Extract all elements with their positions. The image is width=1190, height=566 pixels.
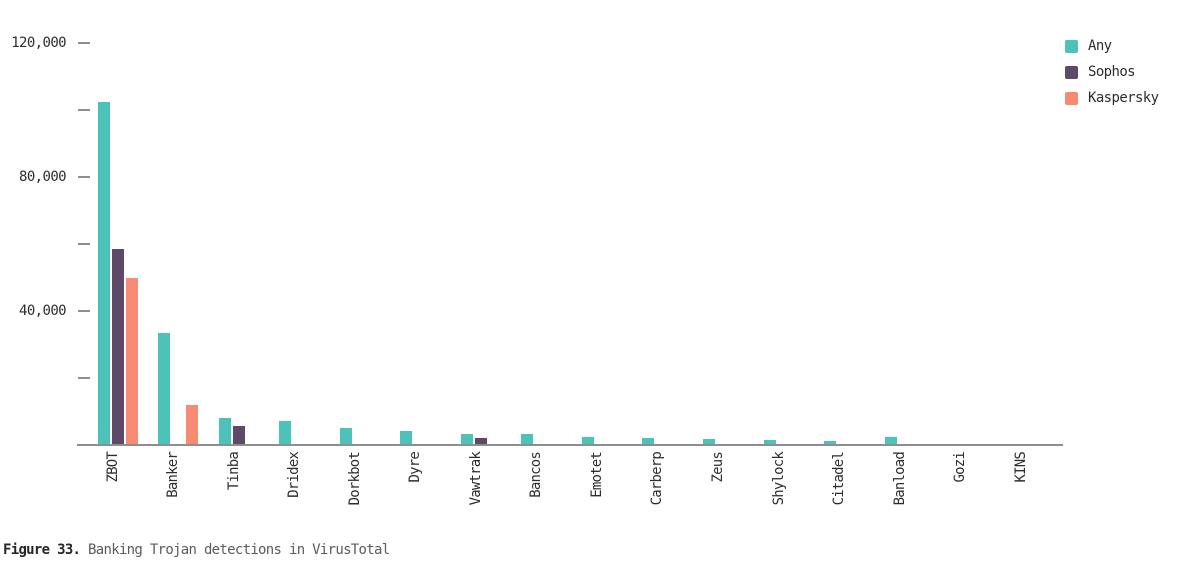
bar-dyre-any [400, 430, 413, 445]
bar-zbot-sophos [111, 249, 124, 445]
legend-label-kaspersky: Kaspersky [1088, 90, 1159, 106]
bar-zbot-kaspersky [125, 277, 138, 445]
y-axis-tick [78, 109, 90, 111]
bar-dorkbot-any [339, 427, 352, 445]
y-axis-tick [78, 310, 90, 312]
x-axis-label-shylock: Shylock [770, 452, 787, 506]
bar-vawtrak-sophos [474, 437, 487, 445]
y-axis-tick-label: 120,000 [11, 35, 66, 51]
y-axis-tick [78, 243, 90, 245]
bar-banker-kaspersky [186, 404, 199, 445]
bar-zeus-any [703, 438, 715, 445]
y-axis-tick [78, 176, 90, 178]
legend-swatch-kaspersky-icon [1065, 91, 1078, 105]
x-axis-label-kins: KINS [1012, 452, 1029, 483]
y-axis-tick-label: 80,000 [19, 169, 67, 185]
legend: Any Sophos Kaspersky [1065, 39, 1159, 117]
x-axis-label-zeus: Zeus [710, 452, 726, 483]
bar-carberp-any [642, 438, 655, 445]
x-axis-label-gozi: Gozi [952, 452, 969, 483]
y-axis-tick [78, 42, 90, 44]
x-axis-label-tinba: Tinba [225, 452, 242, 491]
x-axis-label-dyre: Dyre [407, 452, 424, 483]
y-axis-tick-label: 40,000 [19, 303, 67, 319]
x-axis-label-carberp: Carberp [649, 452, 666, 506]
legend-item-sophos: Sophos [1065, 65, 1158, 79]
x-axis-label-dorkbot: Dorkbot [346, 452, 363, 506]
y-axis-tick [78, 377, 90, 379]
bar-banker-any [158, 332, 171, 445]
bar-dridex-any [279, 420, 292, 445]
legend-label-any: Any [1088, 38, 1112, 54]
x-axis-label-dridex: Dridex [286, 452, 303, 498]
bar-citadel-any [824, 441, 837, 445]
legend-item-any: Any [1065, 39, 1158, 53]
bar-zbot-any [97, 101, 110, 445]
x-axis-label-banker: Banker [165, 452, 182, 498]
x-axis-label-banload: Banload [891, 452, 908, 506]
bar-shylock-any [763, 440, 776, 445]
bar-vawtrak-any [460, 434, 473, 445]
legend-swatch-any-icon [1065, 39, 1078, 53]
bar-tinba-sophos [232, 425, 245, 445]
legend-item-kaspersky: Kaspersky [1065, 90, 1159, 106]
x-axis-label-bancos: Bancos [528, 452, 545, 498]
x-axis-label-citadel: Citadel [831, 452, 848, 506]
caption-text: Banking Trojan detections in VirusTotal [80, 542, 390, 558]
x-axis-line [77, 444, 1063, 446]
bar-bancos-any [521, 434, 534, 445]
figure-caption: Figure 33. Banking Trojan detections in … [3, 542, 390, 558]
legend-label-sophos: Sophos [1088, 64, 1136, 80]
legend-swatch-sophos-icon [1065, 65, 1078, 79]
x-axis-label-zbot: ZBOT [104, 452, 121, 483]
x-axis-label-emotet: Emotet [588, 452, 605, 498]
bar-emotet-any [581, 436, 594, 445]
caption-prefix: Figure 33. [3, 542, 81, 558]
bar-tinba-any [218, 417, 231, 445]
bar-banload-any [884, 437, 897, 445]
x-axis-label-vawtrak: Vawtrak [467, 452, 484, 506]
